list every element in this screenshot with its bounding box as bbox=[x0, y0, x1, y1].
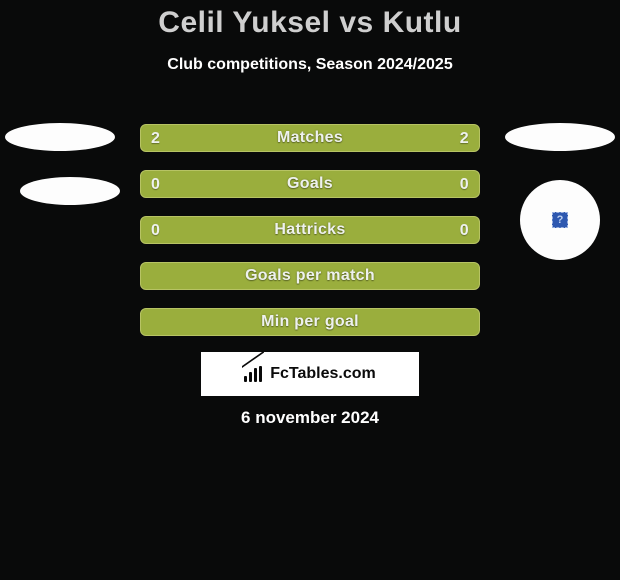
stat-bar: Goals per match bbox=[140, 262, 480, 290]
stat-value-right: 0 bbox=[460, 217, 469, 245]
avatar-right-ellipse bbox=[505, 123, 615, 151]
source-label: FcTables.com bbox=[270, 365, 376, 383]
stat-label: Goals per match bbox=[245, 267, 375, 285]
stat-value-right: 2 bbox=[460, 125, 469, 153]
stat-bar: Matches 2 2 bbox=[140, 124, 480, 152]
avatar-right-circle: ? bbox=[520, 180, 600, 260]
avatar-left-ellipse-2 bbox=[20, 177, 120, 205]
stat-bar: Goals 0 0 bbox=[140, 170, 480, 198]
stat-label: Min per goal bbox=[261, 313, 359, 331]
player-2-name: Kutlu bbox=[383, 6, 462, 39]
stat-label: Goals bbox=[287, 175, 333, 193]
stat-value-left: 2 bbox=[151, 125, 160, 153]
stat-value-right: 0 bbox=[460, 171, 469, 199]
stat-value-left: 0 bbox=[151, 217, 160, 245]
stat-label: Matches bbox=[277, 129, 343, 147]
stat-bar: Min per goal bbox=[140, 308, 480, 336]
root: Celil Yuksel vs Kutlu Club competitions,… bbox=[0, 0, 620, 580]
player-1-name: Celil Yuksel bbox=[158, 6, 330, 39]
stat-value-left: 0 bbox=[151, 171, 160, 199]
stat-label: Hattricks bbox=[274, 221, 345, 239]
stat-bar: Hattricks 0 0 bbox=[140, 216, 480, 244]
vs-label: vs bbox=[339, 6, 373, 39]
source-box[interactable]: FcTables.com bbox=[201, 352, 419, 396]
date-label: 6 november 2024 bbox=[0, 408, 620, 428]
source-logo-icon bbox=[244, 366, 264, 382]
unknown-badge-icon: ? bbox=[552, 212, 568, 228]
avatar-left-ellipse-1 bbox=[5, 123, 115, 151]
subtitle: Club competitions, Season 2024/2025 bbox=[0, 56, 620, 74]
stat-bars: Matches 2 2 Goals 0 0 Hattricks 0 0 Goals per mat… bbox=[140, 124, 480, 354]
page-title: Celil Yuksel vs Kutlu bbox=[0, 0, 620, 40]
unknown-badge-glyph: ? bbox=[557, 214, 564, 226]
